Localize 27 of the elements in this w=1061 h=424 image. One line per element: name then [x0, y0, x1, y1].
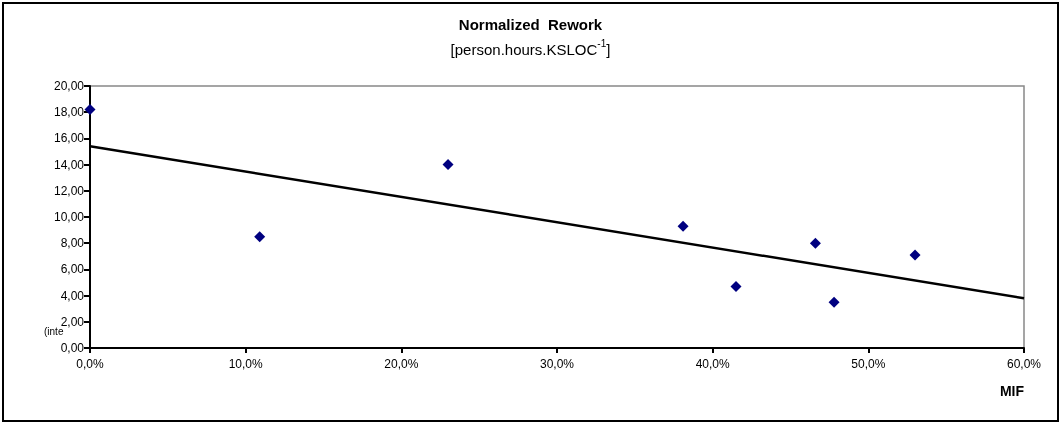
point — [254, 231, 266, 243]
point — [442, 159, 454, 171]
y-tick-label: 4,00 — [60, 288, 85, 303]
y-tick-label: 12,00 — [53, 183, 85, 198]
point — [84, 104, 96, 116]
point — [828, 296, 840, 308]
x-tick-label: 30,0% — [539, 357, 575, 371]
y-tick-label: 8,00 — [60, 236, 85, 251]
y-tick-label: 6,00 — [60, 262, 85, 277]
point — [730, 280, 742, 292]
point — [809, 237, 821, 249]
point — [909, 249, 921, 261]
x-tick-label: 0,0% — [76, 357, 104, 371]
x-tick-label: 20,0% — [384, 357, 419, 371]
y-tick-label: 18,00 — [53, 105, 85, 120]
x-axis-title: MIF — [999, 383, 1025, 399]
x-tick-label: 50,0% — [851, 357, 886, 371]
point — [677, 220, 689, 232]
chart-title: Normalized Rework — [458, 16, 603, 33]
y-tick-label: 0,00 — [60, 341, 85, 355]
y-tick-label: 10,00 — [53, 210, 85, 224]
y-tick-label: 20,00 — [53, 79, 85, 93]
x-tick-label: 40,0% — [695, 357, 731, 371]
y-tick-label: 14,00 — [53, 157, 85, 172]
x-tick-label: 60,0% — [1006, 357, 1042, 371]
y-tick-label: 16,00 — [53, 131, 85, 146]
x-tick-label: 10,0% — [228, 357, 264, 371]
